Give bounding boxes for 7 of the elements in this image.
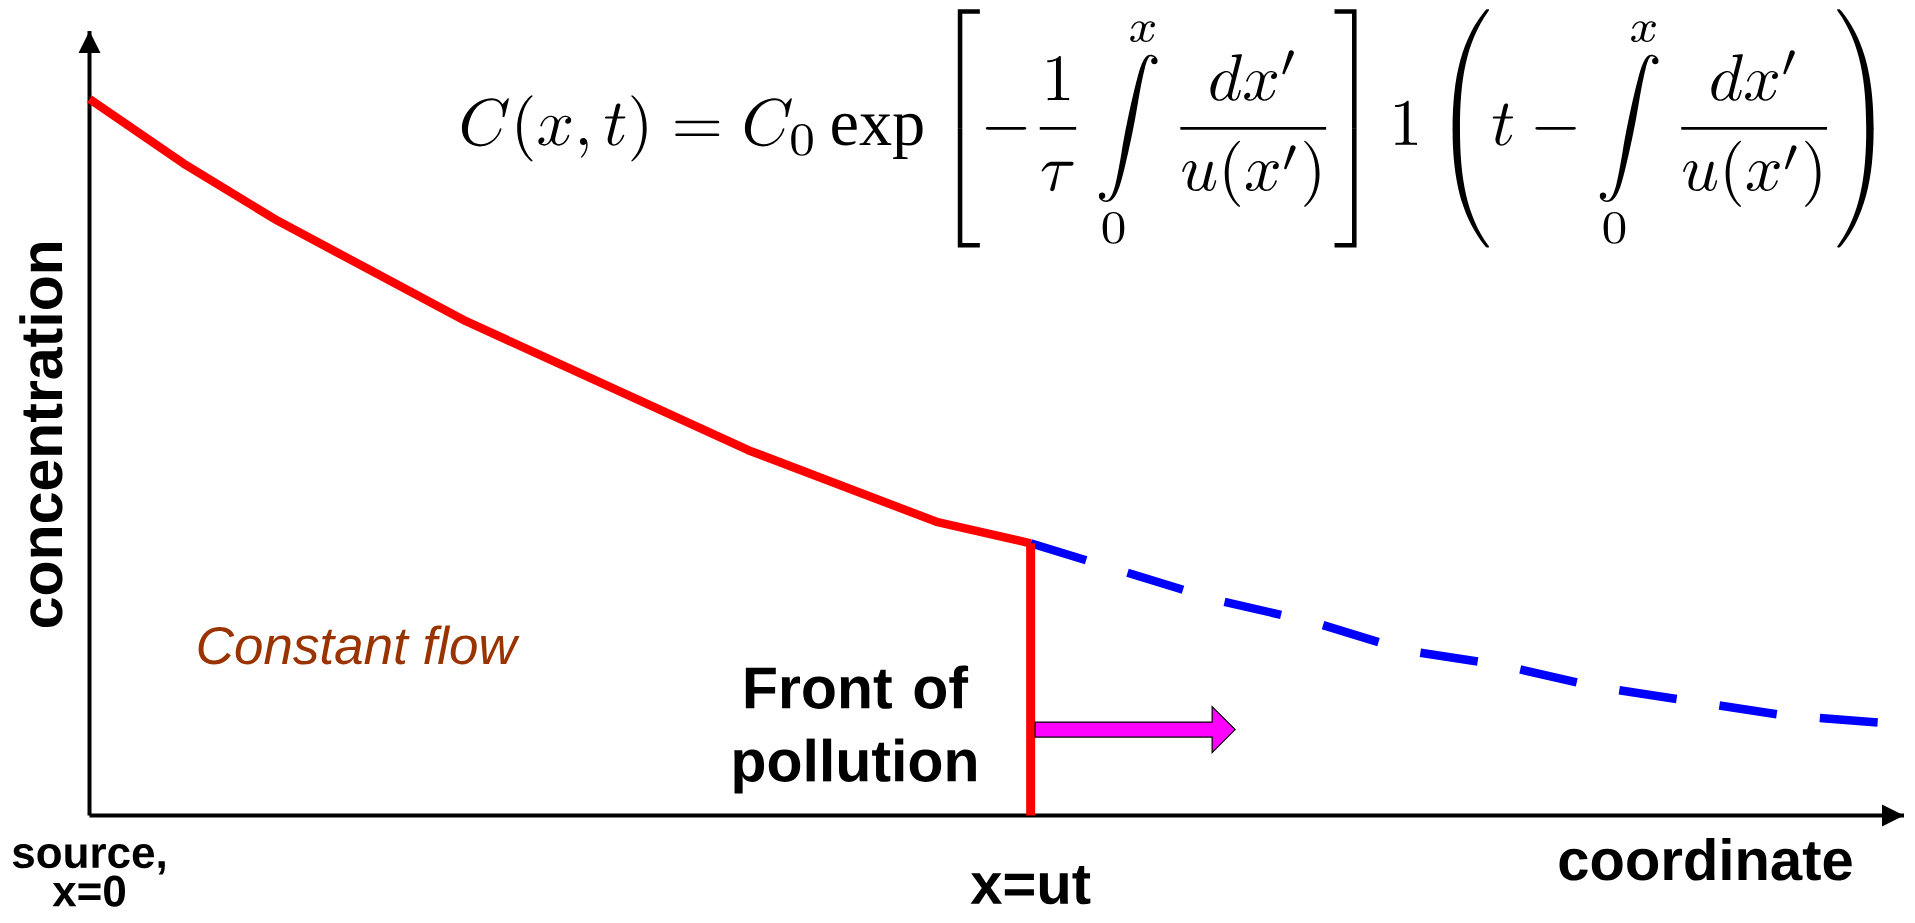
annotation: Front of pollution [734, 665, 976, 794]
y-axis-title: concentration [19, 242, 63, 628]
x-tick-label: x=ut [970, 865, 1091, 905]
annotation: Constant flow [198, 625, 520, 665]
x-axis-title: coordinate [1559, 837, 1852, 881]
x-tick-label: source, x=0 [12, 844, 165, 907]
annotation: $C(x,t) = C_0\exp\left[-\frac{1}{\tau}\int\limits_0^x\frac{dx'}{u(x')}\right]1\left(t-\int\limits_0^x\frac{dx'}{u(x')}\right)$ [461, 9, 1874, 248]
